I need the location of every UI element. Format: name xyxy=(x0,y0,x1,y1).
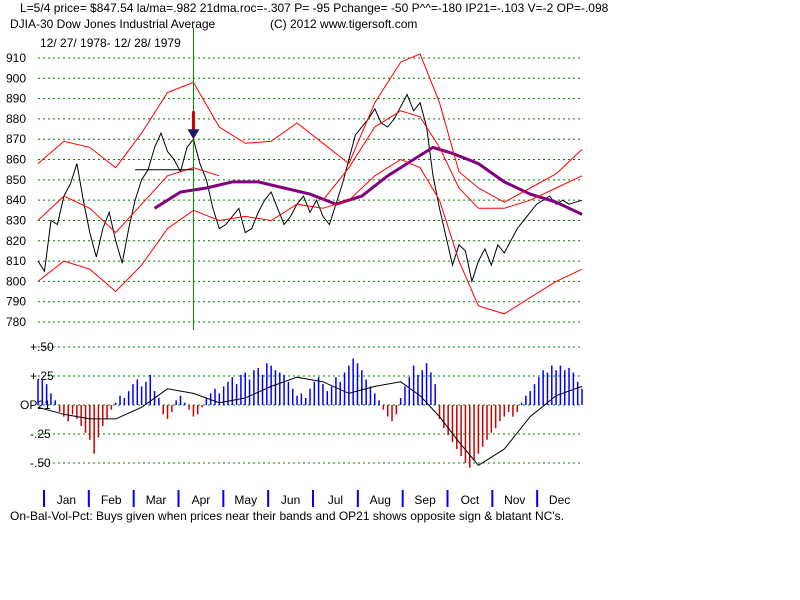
series-lower-band xyxy=(37,158,583,315)
month-label: Aug xyxy=(370,493,391,507)
series-djia-close xyxy=(37,93,583,284)
op21-y-tick-label: -.50 xyxy=(30,456,51,470)
month-label: Apr xyxy=(192,493,211,507)
series-upper-band xyxy=(37,53,583,203)
price-y-tick-label: 860 xyxy=(6,153,26,167)
sell-arrow-head xyxy=(187,129,200,140)
op21-line-group xyxy=(37,376,583,466)
price-y-axis: 910 900 890 880 870 860 850 840 830 820 810 800 790 7… xyxy=(6,51,26,329)
month-label: Jun xyxy=(281,493,300,507)
month-label: May xyxy=(234,493,257,507)
series-21-day-moving-average xyxy=(153,145,583,216)
price-series-group xyxy=(37,53,583,315)
month-label: Dec xyxy=(549,493,570,507)
price-y-tick-label: 780 xyxy=(6,315,26,329)
op21-y-tick-label: +.25 xyxy=(30,369,54,383)
op21-y-tick-label: -.25 xyxy=(30,427,51,441)
month-axis: Jan Feb Mar Apr May Jun Jul Aug Sep Oct Nov Dec xyxy=(43,490,570,507)
price-annotations xyxy=(135,28,200,330)
copyright: (C) 2012 www.tigersoft.com xyxy=(270,17,417,31)
price-y-tick-label: 830 xyxy=(6,213,26,227)
price-y-tick-label: 790 xyxy=(6,295,26,309)
series-inner-lower-band xyxy=(37,167,220,234)
month-label: Nov xyxy=(504,493,525,507)
footer-note: On-Bal-Vol-Pct: Buys given when prices n… xyxy=(10,509,564,523)
price-y-tick-label: 890 xyxy=(6,92,26,106)
price-y-tick-label: 800 xyxy=(6,274,26,288)
price-y-tick-label: 820 xyxy=(6,234,26,248)
price-y-tick-label: 910 xyxy=(6,51,26,65)
price-y-tick-label: 850 xyxy=(6,173,26,187)
chart-title: DJIA-30 Dow Jones Industrial Average xyxy=(10,17,216,31)
month-label: Oct xyxy=(461,493,480,507)
date-range: 12/ 27/ 1978- 12/ 28/ 1979 xyxy=(40,36,181,50)
month-label: Jul xyxy=(328,493,343,507)
price-grid xyxy=(38,57,582,323)
month-label: Sep xyxy=(414,493,436,507)
price-y-tick-label: 840 xyxy=(6,193,26,207)
price-y-tick-label: 810 xyxy=(6,254,26,268)
price-y-tick-label: 870 xyxy=(6,132,26,146)
series-inner-upper-band xyxy=(322,110,583,209)
op21-y-tick-label: +.50 xyxy=(30,340,54,354)
month-label: Jan xyxy=(57,493,76,507)
op21-bars xyxy=(37,358,583,468)
indicator-readout: L=5/4 price= $847.54 la/ma=.982 21dma.ro… xyxy=(20,1,609,15)
month-label: Feb xyxy=(101,493,122,507)
price-y-tick-label: 880 xyxy=(6,112,26,126)
op21-moving-average-line xyxy=(37,376,583,466)
month-label: Mar xyxy=(146,493,167,507)
price-y-tick-label: 900 xyxy=(6,71,26,85)
